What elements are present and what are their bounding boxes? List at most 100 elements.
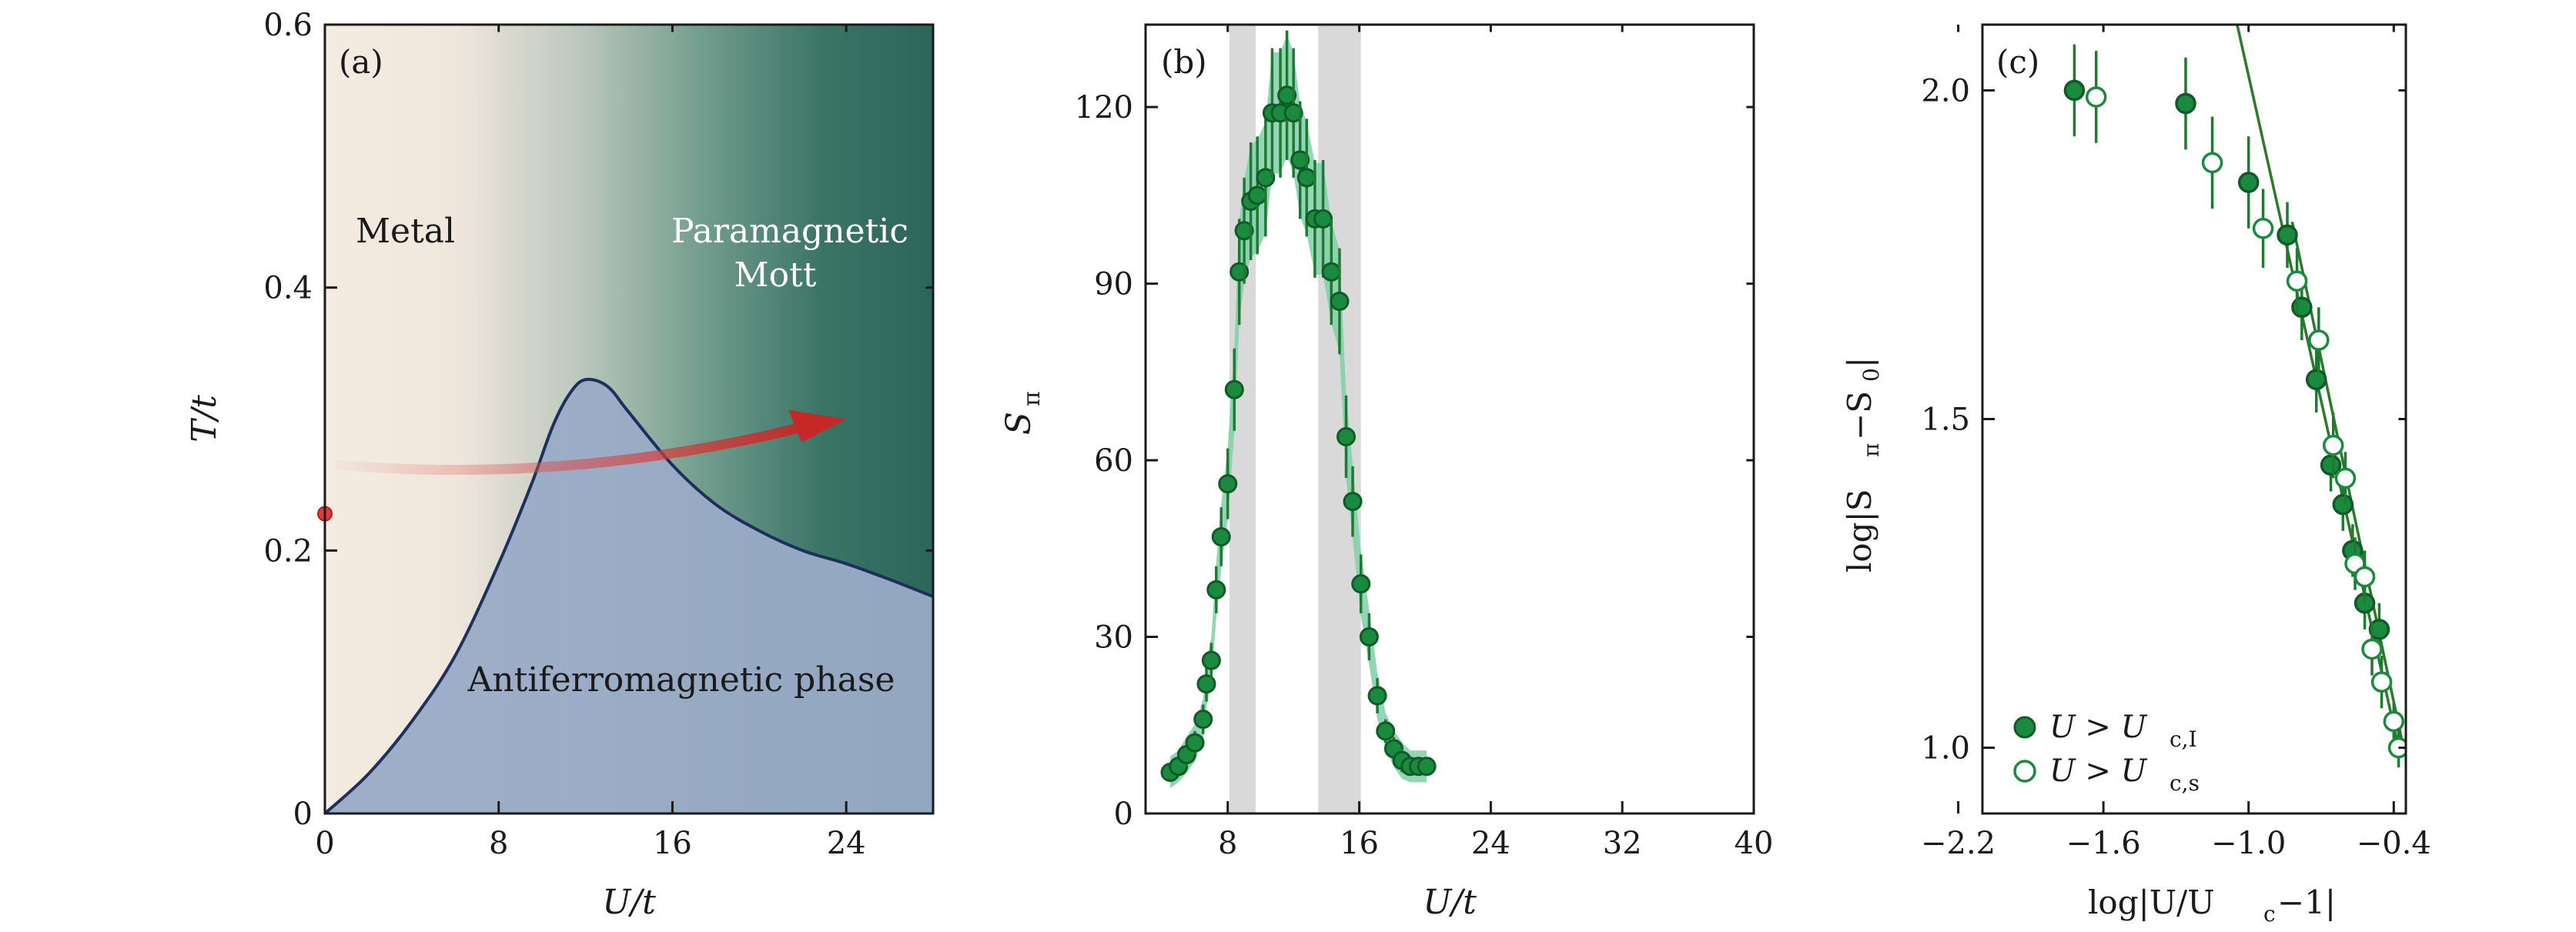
panel-b-point: [1313, 209, 1333, 229]
panel-c-tag: (c): [1996, 43, 2039, 81]
panel-c-xlabel: log|U/U c −1|: [2088, 884, 2336, 927]
panel-c-point-open: [2354, 566, 2376, 588]
panel-b-frame: [1144, 23, 1755, 815]
panel-b-point: [1417, 757, 1437, 777]
afm-region: [325, 379, 933, 813]
panel-b-point: [1283, 103, 1303, 123]
panel-b-point: [1359, 627, 1379, 647]
panel-c-point-open: [2361, 638, 2383, 660]
panel-b-ylabel: S π: [999, 391, 1045, 435]
panel-b-ytick-label: 90: [1094, 267, 1133, 302]
panel-c-xtick-label: −1.6: [2066, 826, 2141, 861]
panel-b-point: [1330, 292, 1350, 312]
legend-marker-open: [2013, 760, 2036, 783]
panel-c-point-filled: [2063, 79, 2086, 102]
panel-b-point: [1351, 574, 1371, 594]
panel-b-point: [1321, 262, 1341, 282]
panel-b-point: [1376, 721, 1396, 741]
panel-c-ytick-label: 1.0: [1921, 731, 1970, 767]
panel-b-point: [1336, 426, 1356, 446]
region-label-metal: Metal: [356, 212, 455, 251]
red-arrow-shaft: [335, 422, 809, 476]
panel-b-data-points: [1160, 30, 1437, 782]
panel-c-ylabel-sub: π: [1858, 443, 1884, 457]
panel-a-ytick-label: 0.6: [263, 8, 313, 43]
panel-b-ylabel-sub: π: [1019, 391, 1045, 406]
panel-b-shaded-bands: [1229, 25, 1361, 813]
panel-b-ylabel-main: S: [999, 412, 1039, 435]
panel-c-point-filled: [2175, 92, 2196, 115]
panel-c-xtick-label: −0.4: [2357, 826, 2431, 861]
legend-label-filled: U > U: [2049, 710, 2148, 745]
panel-a-tag: (a): [339, 43, 383, 81]
panel-b-xtick-label: 32: [1603, 826, 1642, 861]
panel-c-point-open: [2370, 671, 2393, 693]
panel-c-background: [1982, 25, 2406, 813]
panel-c-xtick-label: −1.0: [2211, 826, 2286, 861]
panel-c-scaling: −2.2 −1.6 −1.0 −0.4 1.0 1.5 2.0 (c) U > U c,I …: [1841, 23, 2431, 927]
panel-a-xtick-label: 24: [827, 826, 866, 861]
panel-c-point-filled: [2291, 296, 2313, 319]
panel-c-xlabel-tail: −1|: [2277, 884, 2336, 921]
panel-b-point: [1196, 674, 1216, 694]
panel-b-xtick-label: 16: [1340, 826, 1379, 861]
panel-b-shaded-band: [1318, 25, 1361, 813]
region-label-paramagnetic: Paramagnetic: [671, 212, 908, 251]
panel-a-frame: [323, 23, 935, 815]
panel-b-point: [1218, 474, 1238, 494]
legend-sub-filled: c,I: [2170, 727, 2197, 752]
panel-b-point: [1343, 492, 1363, 512]
panel-c-point-open: [2085, 86, 2107, 108]
panel-c-ylabel-sub2: 0: [1858, 368, 1884, 382]
panel-b-point: [1234, 221, 1254, 241]
panel-c-ylabel-main: log|S: [1841, 489, 1878, 573]
panel-c-point-open: [2252, 218, 2274, 239]
panel-b-error-band: [1170, 35, 1427, 789]
panel-b-ytick-label: 120: [1075, 90, 1133, 125]
panel-b-xtick-label: 24: [1471, 826, 1510, 861]
panel-b-point: [1201, 650, 1221, 670]
panel-a-xtick-label: 0: [315, 826, 334, 861]
panel-b-xlabel: U/t: [1423, 883, 1477, 922]
panel-c-point-open: [2286, 270, 2308, 292]
panel-c-ticks: −2.2 −1.6 −1.0 −0.4 1.0 1.5 2.0: [1921, 25, 2431, 861]
panel-b-ytick-label: 60: [1094, 443, 1133, 479]
panel-c-point-open: [2308, 329, 2330, 351]
region-label-afm: Antiferromagnetic phase: [467, 660, 895, 700]
panel-c-point-filled: [2305, 369, 2327, 390]
panel-b-point: [1193, 710, 1213, 730]
panel-c-point-open: [2334, 467, 2357, 489]
panel-c-xlabel-main: log|U/U: [2088, 884, 2215, 921]
panel-a-ylabel: T/t: [185, 395, 224, 443]
panel-c-ylabel-tail: |: [1841, 357, 1878, 368]
legend-marker-filled: [2013, 716, 2036, 739]
panel-c-xlabel-sub: c: [2263, 901, 2276, 927]
panel-b-ytick-label: 30: [1094, 620, 1133, 656]
red-arrow-head: [788, 409, 847, 443]
panel-b-point: [1247, 185, 1267, 205]
panel-a-ticks: 0 8 16 24 0 0.2 0.4 0.6: [263, 8, 933, 861]
panel-c-point-filled: [2332, 493, 2354, 516]
panel-c-point-open: [2387, 737, 2406, 759]
panel-b-point: [1206, 580, 1226, 600]
panel-a-xtick-label: 8: [489, 826, 508, 861]
panel-c-ytick-label: 2.0: [1921, 73, 1970, 109]
legend-label-open: U > U: [2049, 753, 2148, 789]
panel-b-point: [1211, 526, 1231, 546]
panel-c-point-filled: [2320, 454, 2342, 476]
panel-c-ytick-label: 1.5: [1921, 403, 1970, 438]
panel-b-xtick-label: 8: [1218, 826, 1237, 861]
panel-c-legend: U > U c,I U > U c,s: [2013, 710, 2200, 796]
legend-sub-open: c,s: [2170, 770, 2200, 796]
region-label-mott: Mott: [734, 256, 817, 295]
panel-b-point: [1290, 150, 1310, 170]
panel-b-tag: (b): [1161, 43, 1207, 81]
panel-c-data-points: [2063, 44, 2406, 768]
afm-boundary-line: [325, 377, 933, 813]
panel-c-xtick-label: −2.2: [1921, 826, 1996, 861]
panel-a-ytick-label: 0: [293, 797, 313, 832]
panel-c-point-open: [2322, 434, 2344, 456]
panel-c-ylabel: log|S π −S 0 |: [1841, 357, 1884, 573]
